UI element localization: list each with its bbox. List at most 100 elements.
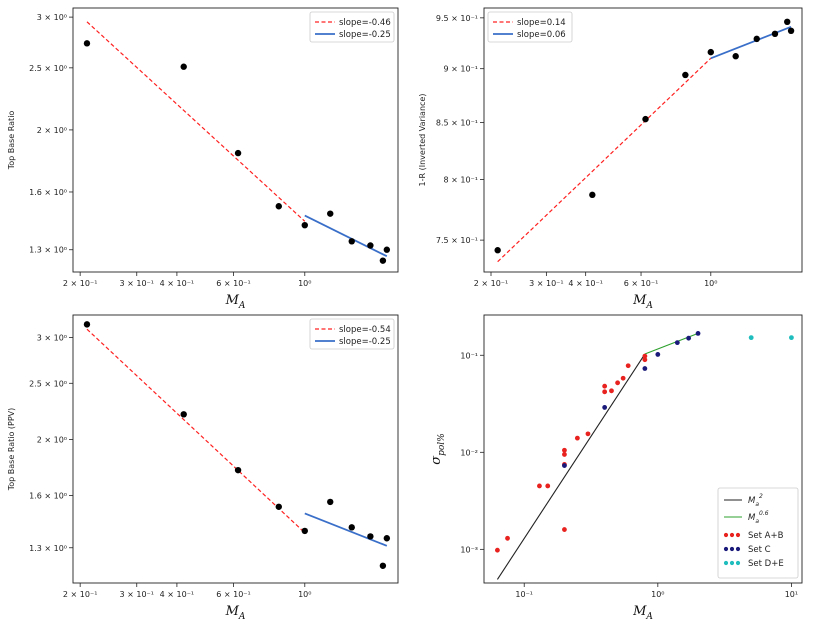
y-tick-label: 2 × 10⁰ — [37, 435, 67, 444]
legend-label: Set C — [748, 545, 771, 555]
series-point-1 — [562, 447, 567, 453]
series-point-1 — [495, 547, 500, 553]
data-point — [348, 238, 355, 245]
legend-swatch — [729, 546, 735, 552]
series-point-2 — [642, 366, 648, 371]
y-axis-label: σpol% — [429, 433, 447, 465]
x-tick-label: 3 × 10⁻¹ — [529, 279, 564, 288]
plot-frame — [483, 314, 803, 584]
y-tick-label: 2.5 × 10⁰ — [29, 379, 67, 388]
legend-label: slope=-0.54 — [339, 325, 391, 335]
y-axis-label: 1-R (Inverted Variance) — [418, 94, 427, 187]
data-point — [367, 242, 374, 249]
fit-line-1 — [497, 57, 712, 263]
legend-label: slope=0.14 — [517, 18, 566, 28]
series-point-2 — [562, 463, 567, 468]
series-point-1 — [602, 389, 608, 395]
x-tick-label: 6 × 10⁻¹ — [624, 279, 659, 288]
y-tick-label: 10⁻³ — [460, 545, 478, 554]
chart-panel-4: 10⁻¹ 10⁰ 10¹10⁻³10⁻²10⁻¹MAσpol%Ma2Ma0.6Set… — [429, 314, 803, 621]
fit-line-2 — [304, 512, 388, 547]
legend-swatch — [735, 560, 741, 566]
series-point-1 — [625, 363, 631, 369]
series-point-2 — [686, 335, 692, 341]
x-axis-label: MA — [632, 604, 653, 621]
data-point — [301, 527, 308, 535]
series-point-1 — [574, 435, 580, 441]
y-tick-label: 2 × 10⁰ — [37, 126, 67, 135]
y-tick-label: 8 × 10⁻¹ — [444, 175, 479, 184]
x-tick-label: 4 × 10⁻¹ — [160, 279, 195, 288]
y-axis-label: Top Base Ratio — [7, 111, 16, 171]
y-tick-label: 2.5 × 10⁰ — [29, 64, 67, 73]
data-point — [327, 498, 334, 506]
data-point — [83, 40, 91, 47]
data-point — [275, 203, 282, 210]
series-point-1 — [642, 357, 648, 363]
data-point — [753, 35, 760, 43]
legend-swatch — [723, 532, 729, 538]
power-law-line-1 — [496, 353, 646, 580]
data-point — [682, 71, 689, 79]
legend-label: slope=-0.25 — [339, 337, 391, 347]
series-point-1 — [562, 527, 567, 532]
legend-label: slope=-0.46 — [339, 18, 391, 28]
legend-swatch — [723, 546, 729, 552]
data-point — [301, 221, 308, 229]
series-point-2 — [655, 352, 661, 357]
y-tick-label: 1.3 × 10⁰ — [29, 246, 67, 255]
chart-panel-2: 2 × 10⁻¹ 3 × 10⁻¹ 4 × 10⁻¹ 6 × 10⁻¹ 10⁰ 7.5 ×… — [418, 7, 803, 311]
x-tick-label: 2 × 10⁻¹ — [63, 590, 98, 599]
fit-line-1 — [86, 21, 306, 222]
data-point — [180, 63, 187, 70]
data-point — [379, 257, 387, 264]
x-tick-label: 3 × 10⁻¹ — [120, 590, 155, 599]
plot-frame — [483, 7, 803, 273]
fit-line-1 — [86, 328, 306, 534]
y-tick-label: 10⁻² — [460, 448, 478, 457]
data-point — [787, 27, 795, 35]
y-axis-label: Top Base Ratio (PPV) — [7, 408, 16, 492]
x-tick-label: 10⁰ — [704, 279, 717, 288]
series-point-3 — [789, 335, 794, 341]
y-tick-label: 1.6 × 10⁰ — [29, 188, 67, 197]
data-point — [83, 321, 91, 328]
series-point-2 — [695, 331, 701, 336]
x-axis-label: MA — [632, 293, 653, 311]
data-point — [707, 48, 714, 56]
x-tick-label: 10⁻¹ — [515, 590, 533, 599]
data-point — [732, 53, 739, 60]
y-tick-label: 1.6 × 10⁰ — [29, 492, 67, 501]
y-tick-label: 3 × 10⁰ — [37, 13, 67, 22]
series-point-3 — [748, 335, 754, 341]
data-point — [348, 524, 355, 531]
legend-swatch — [729, 560, 735, 566]
data-point — [275, 503, 282, 510]
y-tick-label: 7.5 × 10⁻¹ — [436, 236, 478, 245]
series-point-1 — [620, 375, 626, 381]
x-tick-label: 10⁰ — [651, 590, 664, 599]
legend-label: slope=-0.25 — [339, 30, 391, 40]
data-point — [367, 533, 374, 540]
y-tick-label: 9 × 10⁻¹ — [444, 65, 479, 74]
data-point — [234, 466, 242, 474]
legend-label: Set D+E — [748, 559, 784, 569]
x-tick-label: 10⁰ — [298, 590, 311, 599]
series-point-1 — [642, 353, 648, 359]
chart-panel-1: 2 × 10⁻¹ 3 × 10⁻¹ 4 × 10⁻¹ 6 × 10⁻¹ 10⁰ 1.3 ×… — [7, 7, 399, 311]
legend-box — [717, 487, 799, 579]
series-point-1 — [505, 535, 510, 541]
series-point-1 — [609, 388, 614, 394]
x-axis-label: MA — [225, 604, 246, 621]
data-point — [642, 115, 649, 123]
data-point — [379, 562, 387, 569]
data-point — [234, 149, 242, 157]
y-tick-label: 10⁻¹ — [460, 351, 478, 360]
fit-line-2 — [304, 214, 388, 258]
x-tick-label: 3 × 10⁻¹ — [120, 279, 155, 288]
series-point-1 — [562, 452, 567, 457]
data-point — [784, 18, 791, 26]
y-tick-label: 9.5 × 10⁻¹ — [436, 14, 478, 23]
chart-panel-3: 2 × 10⁻¹ 3 × 10⁻¹ 4 × 10⁻¹ 6 × 10⁻¹ 10⁰ 1.3 ×… — [7, 314, 399, 621]
